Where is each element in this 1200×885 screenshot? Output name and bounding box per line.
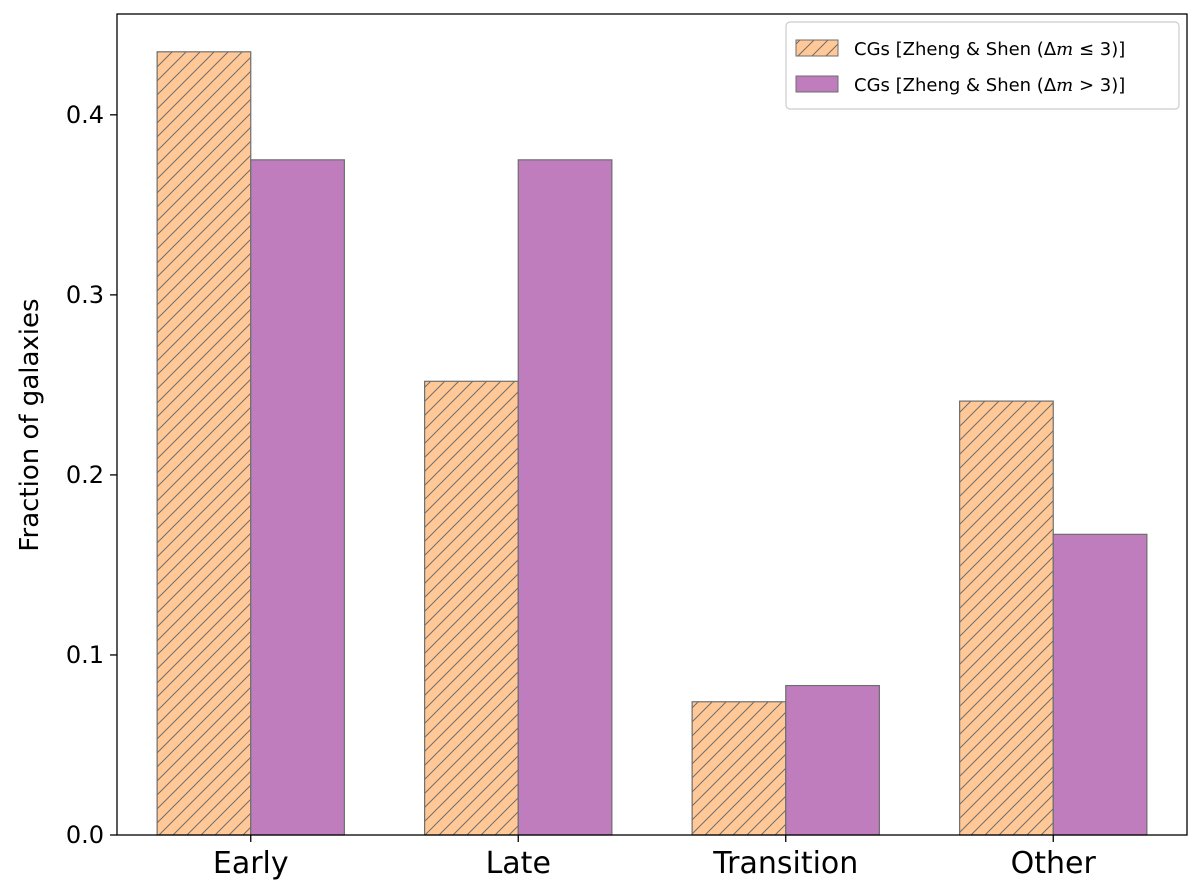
bar-dm-le-3-early	[156, 51, 252, 836]
y-tick-label: 0.1	[66, 641, 104, 669]
y-tick-label: 0.0	[66, 821, 104, 849]
x-tick-label: Late	[486, 846, 551, 881]
legend-swatch	[795, 75, 839, 93]
y-tick-label: 0.3	[66, 281, 104, 309]
bar-dm-le-3-other	[959, 400, 1054, 836]
legend: CGs [Zheng & Shen (Δm ≤ 3)] CGs [Zheng & …	[785, 21, 1180, 110]
y-axis-label: Fraction of galaxies	[15, 298, 45, 551]
bar-dm-le-3-transition	[691, 701, 787, 836]
bar-dm-gt-3-late	[517, 159, 613, 836]
legend-swatch	[795, 39, 839, 57]
bar-dm-gt-3-transition	[785, 684, 880, 836]
y-tick-label: 0.2	[66, 461, 104, 489]
legend-box	[785, 21, 1180, 110]
y-tick-label: 0.4	[66, 101, 104, 129]
bar-dm-gt-3-other	[1052, 533, 1148, 836]
plot-frame	[116, 13, 1188, 836]
bar-dm-gt-3-early	[250, 159, 345, 836]
x-tick-label: Other	[1011, 846, 1097, 881]
x-tick-label: Transition	[712, 846, 858, 881]
legend-entry-label: CGs [Zheng & Shen (Δm ≤ 3)]	[854, 39, 1125, 60]
bar-dm-le-3-late	[424, 380, 519, 836]
axes-layer: 0.0 0.1 0.2 0.3 0.4 Early Late Transition Other	[66, 13, 1188, 881]
legend-entry-label: CGs [Zheng & Shen (Δm > 3)]	[854, 75, 1125, 96]
bars-layer	[156, 51, 1148, 836]
x-tick-label: Early	[213, 846, 289, 881]
